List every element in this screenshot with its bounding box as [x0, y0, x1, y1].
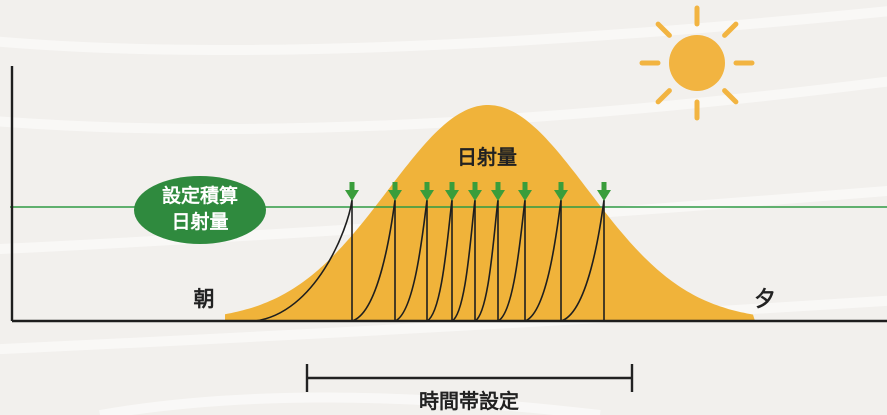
down-arrow-icon [445, 182, 459, 201]
down-arrow-icon [518, 182, 532, 201]
evening-label: 夕 [755, 287, 776, 311]
accumulation-curve [451, 199, 476, 322]
badge-text-line1: 設定積算 [162, 184, 238, 207]
down-arrow-icon [554, 182, 568, 201]
accumulation-curve [524, 199, 562, 322]
badge-text-line2: 日射量 [171, 210, 228, 233]
trigger-arrows [345, 182, 611, 201]
down-arrow-icon [468, 182, 482, 201]
accumulation-curve [254, 199, 353, 322]
down-arrow-icon [491, 182, 505, 201]
radiation-curve [225, 105, 755, 321]
sun-ray [722, 21, 739, 38]
accumulation-curve [560, 199, 605, 322]
time-window-label: 時間帯設定 [419, 389, 519, 413]
radiation-label: 日射量 [457, 145, 517, 169]
sun-ray [722, 88, 739, 105]
down-arrow-icon [388, 182, 402, 201]
time-window-bracket [305, 364, 634, 392]
down-arrow-icon [345, 182, 359, 201]
badge-shape [134, 176, 266, 244]
threshold-badge: 設定積算 日射量 [134, 176, 266, 244]
accumulation-segments [254, 199, 605, 322]
accumulation-curve [394, 199, 428, 322]
morning-label: 朝 [194, 287, 215, 311]
down-arrow-icon [420, 182, 434, 201]
accumulation-curve [497, 199, 526, 322]
sun-icon [639, 5, 755, 121]
sun-ray [655, 88, 672, 105]
accumulation-curve [474, 199, 499, 322]
sun-core [669, 35, 725, 91]
accumulation-curve [426, 199, 453, 322]
down-arrow-icon [597, 182, 611, 201]
accumulation-curve [351, 199, 396, 322]
sun-ray [655, 21, 672, 38]
